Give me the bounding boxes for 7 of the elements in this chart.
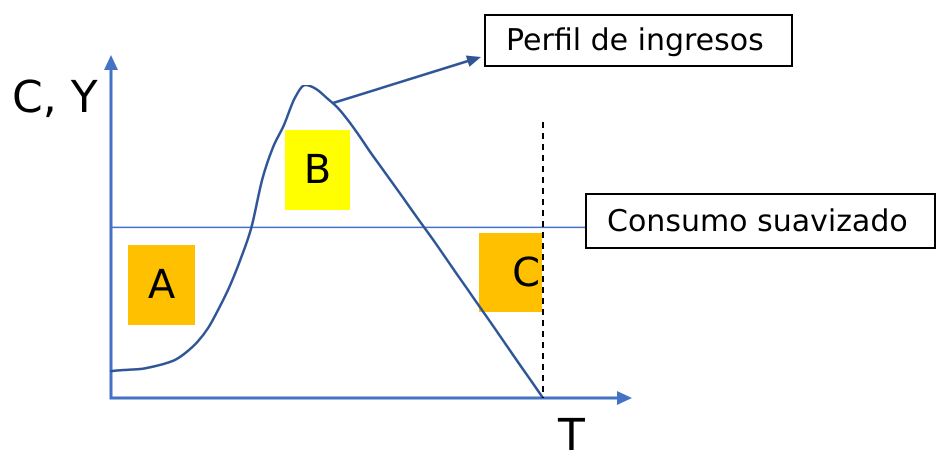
y-axis-title: C, Y: [12, 72, 98, 123]
annotation: B: [285, 130, 350, 210]
annotation: A: [128, 245, 195, 325]
x-axis-title: T: [558, 410, 585, 456]
legend-label: Perfil de ingresos: [484, 14, 793, 67]
series-label: Consumo suavizado: [585, 193, 936, 249]
annotation: C: [479, 233, 542, 312]
